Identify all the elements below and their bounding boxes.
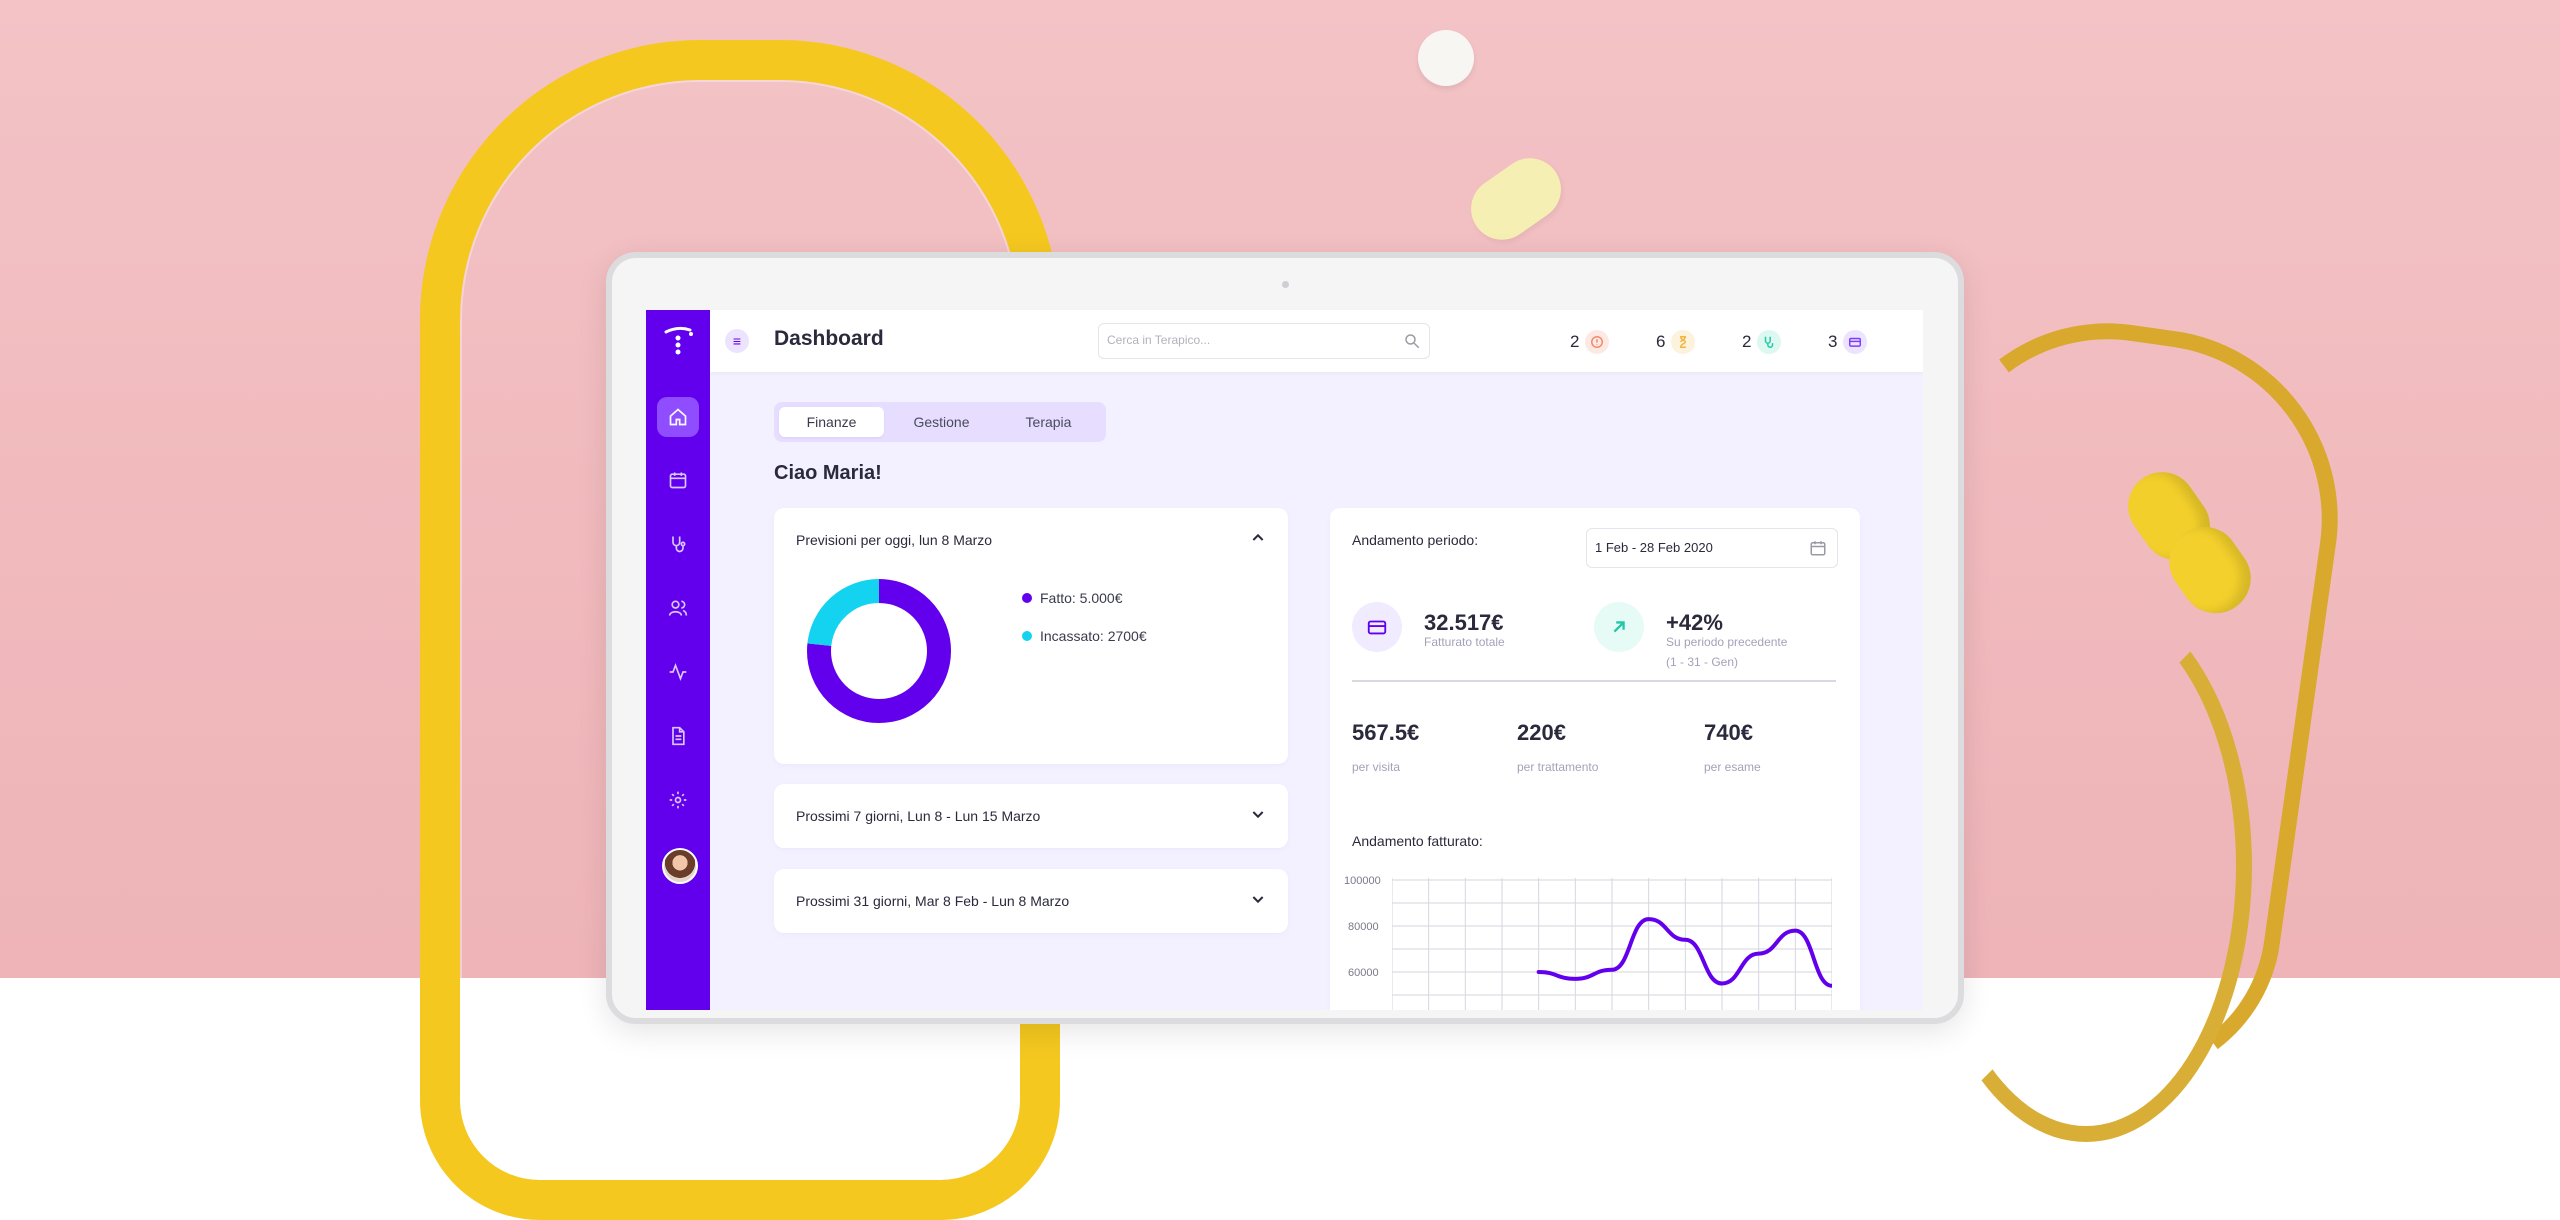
y-tick-label: 80000 — [1348, 921, 1379, 933]
menu-toggle-button[interactable]: ≡ — [725, 329, 749, 353]
sidebar-item-home[interactable] — [657, 397, 699, 437]
total-revenue-label: Fatturato totale — [1424, 635, 1505, 649]
user-avatar[interactable] — [662, 848, 698, 884]
sidebar-item-documents[interactable] — [657, 716, 699, 756]
legend-dot — [1022, 593, 1032, 603]
camera-dot — [1282, 281, 1289, 288]
revenue-trend-chart — [1392, 878, 1832, 1010]
tablet-frame: ≡ Dashboard Cerca in Terapico... 2 6 2 — [606, 252, 1964, 1024]
sidebar-item-settings[interactable] — [657, 780, 699, 820]
forecast-title: Previsioni per oggi, lun 8 Marzo — [796, 532, 993, 548]
series-line-0 — [1536, 917, 1832, 988]
legend-label: Fatto: 5.000€ — [1040, 590, 1123, 606]
hamburger-icon: ≡ — [732, 333, 742, 349]
search-placeholder: Cerca in Terapico... — [1107, 333, 1211, 347]
app-screen: ≡ Dashboard Cerca in Terapico... 2 6 2 — [646, 310, 1923, 1010]
forecast-donut-chart — [807, 579, 951, 723]
stethoscope-icon — [1757, 330, 1782, 354]
notification-therapy[interactable]: 2 — [1742, 330, 1782, 354]
page-title: Dashboard — [774, 327, 884, 350]
card-icon — [1843, 330, 1868, 354]
chevron-down-icon[interactable] — [1250, 891, 1266, 907]
sidebar-item-therapy[interactable] — [657, 524, 699, 564]
change-period-label: (1 - 31 - Gen) — [1666, 655, 1739, 669]
greeting: Ciao Maria! — [774, 462, 882, 484]
total-revenue-value: 32.517€ — [1424, 610, 1504, 635]
change-value: +42% — [1666, 610, 1723, 635]
notification-payments[interactable]: 3 — [1828, 330, 1868, 354]
card-icon — [1352, 602, 1402, 652]
search-input[interactable]: Cerca in Terapico... — [1098, 323, 1430, 359]
period-card: Andamento periodo: 1 Feb - 28 Feb 2020 3… — [1330, 508, 1860, 1010]
per-exam-value: 740€ — [1704, 720, 1753, 745]
sidebar-item-calendar[interactable] — [657, 460, 699, 500]
alerts-count: 2 — [1570, 332, 1580, 351]
trend-up-icon — [1594, 602, 1644, 652]
per-treatment-value: 220€ — [1517, 720, 1566, 745]
change-label: Su periodo precedente — [1666, 635, 1788, 649]
next-31-days-card[interactable]: Prossimi 31 giorni, Mar 8 Feb - Lun 8 Ma… — [774, 869, 1288, 933]
per-treatment-label: per trattamento — [1517, 760, 1599, 774]
y-tick-label: 100000 — [1344, 875, 1381, 887]
section-tabs: Finanze Gestione Terapia — [774, 402, 1106, 442]
settings-icon — [669, 791, 687, 809]
calendar-icon[interactable] — [1809, 539, 1827, 557]
tab-gestione[interactable]: Gestione — [913, 414, 970, 430]
legend-incassato: Incassato: 2700€ — [1022, 628, 1147, 644]
date-range-picker[interactable]: 1 Feb - 28 Feb 2020 — [1586, 528, 1838, 568]
top-bar: ≡ Dashboard Cerca in Terapico... 2 6 2 — [710, 310, 1923, 372]
document-icon — [672, 726, 685, 746]
next-31-days-title: Prossimi 31 giorni, Mar 8 Feb - Lun 8 Ma… — [796, 893, 1070, 909]
y-tick-label: 60000 — [1348, 967, 1379, 979]
tab-finanze[interactable]: Finanze — [779, 407, 884, 437]
stethoscope-metal-decor-lower — [1920, 590, 2252, 1142]
chevron-up-icon[interactable] — [1250, 530, 1266, 546]
payments-count: 3 — [1828, 332, 1838, 351]
forecast-card: Previsioni per oggi, lun 8 Marzo Fatto: … — [774, 508, 1288, 764]
legend-label: Incassato: 2700€ — [1040, 628, 1147, 644]
sidebar-item-patients[interactable] — [657, 588, 699, 628]
next-7-days-card[interactable]: Prossimi 7 giorni, Lun 8 - Lun 15 Marzo — [774, 784, 1288, 848]
search-icon[interactable] — [1403, 332, 1421, 350]
donut-segment-incassato — [807, 579, 951, 723]
per-exam-label: per esame — [1704, 760, 1761, 774]
calendar-icon — [669, 472, 687, 489]
period-label: Andamento periodo: — [1352, 532, 1479, 548]
users-icon — [668, 600, 688, 616]
hourglass-icon — [1671, 330, 1696, 354]
stethoscope-icon — [672, 536, 686, 553]
next-7-days-title: Prossimi 7 giorni, Lun 8 - Lun 15 Marzo — [796, 808, 1041, 824]
tab-terapia[interactable]: Terapia — [1025, 414, 1072, 430]
home-icon — [669, 408, 687, 426]
per-visit-value: 567.5€ — [1352, 720, 1420, 745]
date-range-value: 1 Feb - 28 Feb 2020 — [1595, 540, 1713, 555]
terapico-logo — [664, 326, 693, 355]
sidebar — [646, 310, 710, 1010]
chevron-down-icon[interactable] — [1250, 806, 1266, 822]
pill-decor — [1418, 30, 1474, 86]
therapy-count: 2 — [1742, 332, 1752, 351]
revenue-trend-label: Andamento fatturato: — [1352, 833, 1483, 849]
alert-icon — [1585, 330, 1610, 354]
pending-count: 6 — [1656, 332, 1666, 351]
per-visit-label: per visita — [1352, 760, 1401, 774]
legend-dot — [1022, 631, 1032, 641]
activity-icon — [669, 662, 687, 682]
notification-alerts[interactable]: 2 — [1570, 330, 1610, 354]
divider — [1352, 680, 1836, 682]
notification-pending[interactable]: 6 — [1656, 330, 1696, 354]
sidebar-item-activity[interactable] — [657, 652, 699, 692]
legend-fatto: Fatto: 5.000€ — [1022, 590, 1123, 606]
